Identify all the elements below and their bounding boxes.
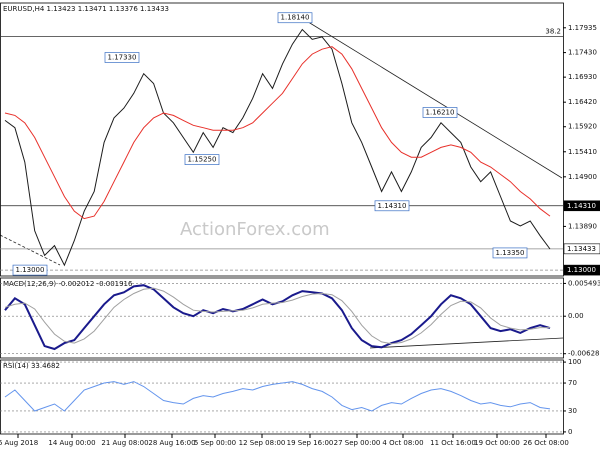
y-tick-label: 1.13890 [568,222,597,230]
annotation-label: 1.16210 [426,108,455,116]
annotation-box [492,247,528,259]
y-tick-label: 0.005493 [568,279,600,287]
annotation-box [277,12,313,24]
x-tick-label: 28 Aug 16:00 [148,439,195,447]
x-tick-label: 11 Oct 16:00 [430,439,476,447]
annotation-box [374,200,410,212]
y-tick-label: 0 [568,428,572,436]
y-tick-label: 100 [568,358,581,366]
x-tick-label: 5 Sep 00:00 [194,439,236,447]
y-tick-label: 0.00 [568,312,584,320]
x-tick-label: 19 Sep 16:00 [287,439,334,447]
panel-frame [0,359,564,435]
price-level-box [563,200,600,212]
annotation-label: 1.18140 [281,14,310,22]
price-level-box [563,243,600,255]
x-tick-label: 21 Aug 08:00 [101,439,148,447]
x-tick-label: 19 Oct 00:00 [474,439,520,447]
panel-title: MACD(12,26,9) -0.002012 -0.001916 [3,280,133,288]
annotation-label: 1.14310 [378,202,407,210]
annotation-box [12,264,48,276]
x-tick-label: 27 Sep 00:00 [334,439,381,447]
annotation-box [104,52,140,63]
annotation-box [422,107,458,118]
y-tick-label: 1.15410 [568,148,597,156]
panel-title: RSI(14) 33.4682 [3,362,60,370]
x-tick-label: 12 Sep 08:00 [239,439,286,447]
panel-frame [0,2,564,277]
price-level-box [563,264,600,276]
trend-line [304,19,563,179]
price-level-label: 1.13000 [567,266,596,274]
trend-line [0,234,61,266]
panel-title: EURUSD,H4 1.13423 1.13471 1.13376 1.1343… [3,5,169,13]
annotation-label: 1.13000 [16,266,45,274]
annotation-box [184,154,220,165]
fib-label: 38.2 [545,27,561,35]
y-tick-label: 1.15920 [568,123,597,131]
y-tick-label: 30 [568,407,577,415]
series-line [4,381,551,412]
series-line [4,46,551,220]
y-tick-label: 1.16930 [568,73,597,81]
x-tick-label: 26 Oct 08:00 [523,439,569,447]
y-tick-label: 1.17935 [568,24,597,32]
y-tick-label: 1.16420 [568,98,597,106]
y-tick-label: 1.14900 [568,173,597,181]
series-line [4,287,550,345]
y-tick-label: -0.006282 [568,350,600,358]
annotation-label: 1.15250 [188,156,217,164]
x-tick-label: 14 Aug 00:00 [48,439,95,447]
y-tick-label: 1.17430 [568,49,597,57]
x-tick-label: 4 Oct 08:00 [382,439,423,447]
panel-frame [0,277,564,359]
y-tick-label: 70 [568,379,577,387]
x-tick-label: 6 Aug 2018 [0,439,38,447]
price-level-label: 1.13433 [567,245,596,253]
annotation-label: 1.17330 [108,54,137,62]
price-level-label: 1.14310 [567,202,596,210]
trend-line [369,337,564,349]
annotation-label: 1.13350 [496,249,525,257]
series-line [4,28,551,267]
watermark: ActionForex.com [180,219,330,240]
